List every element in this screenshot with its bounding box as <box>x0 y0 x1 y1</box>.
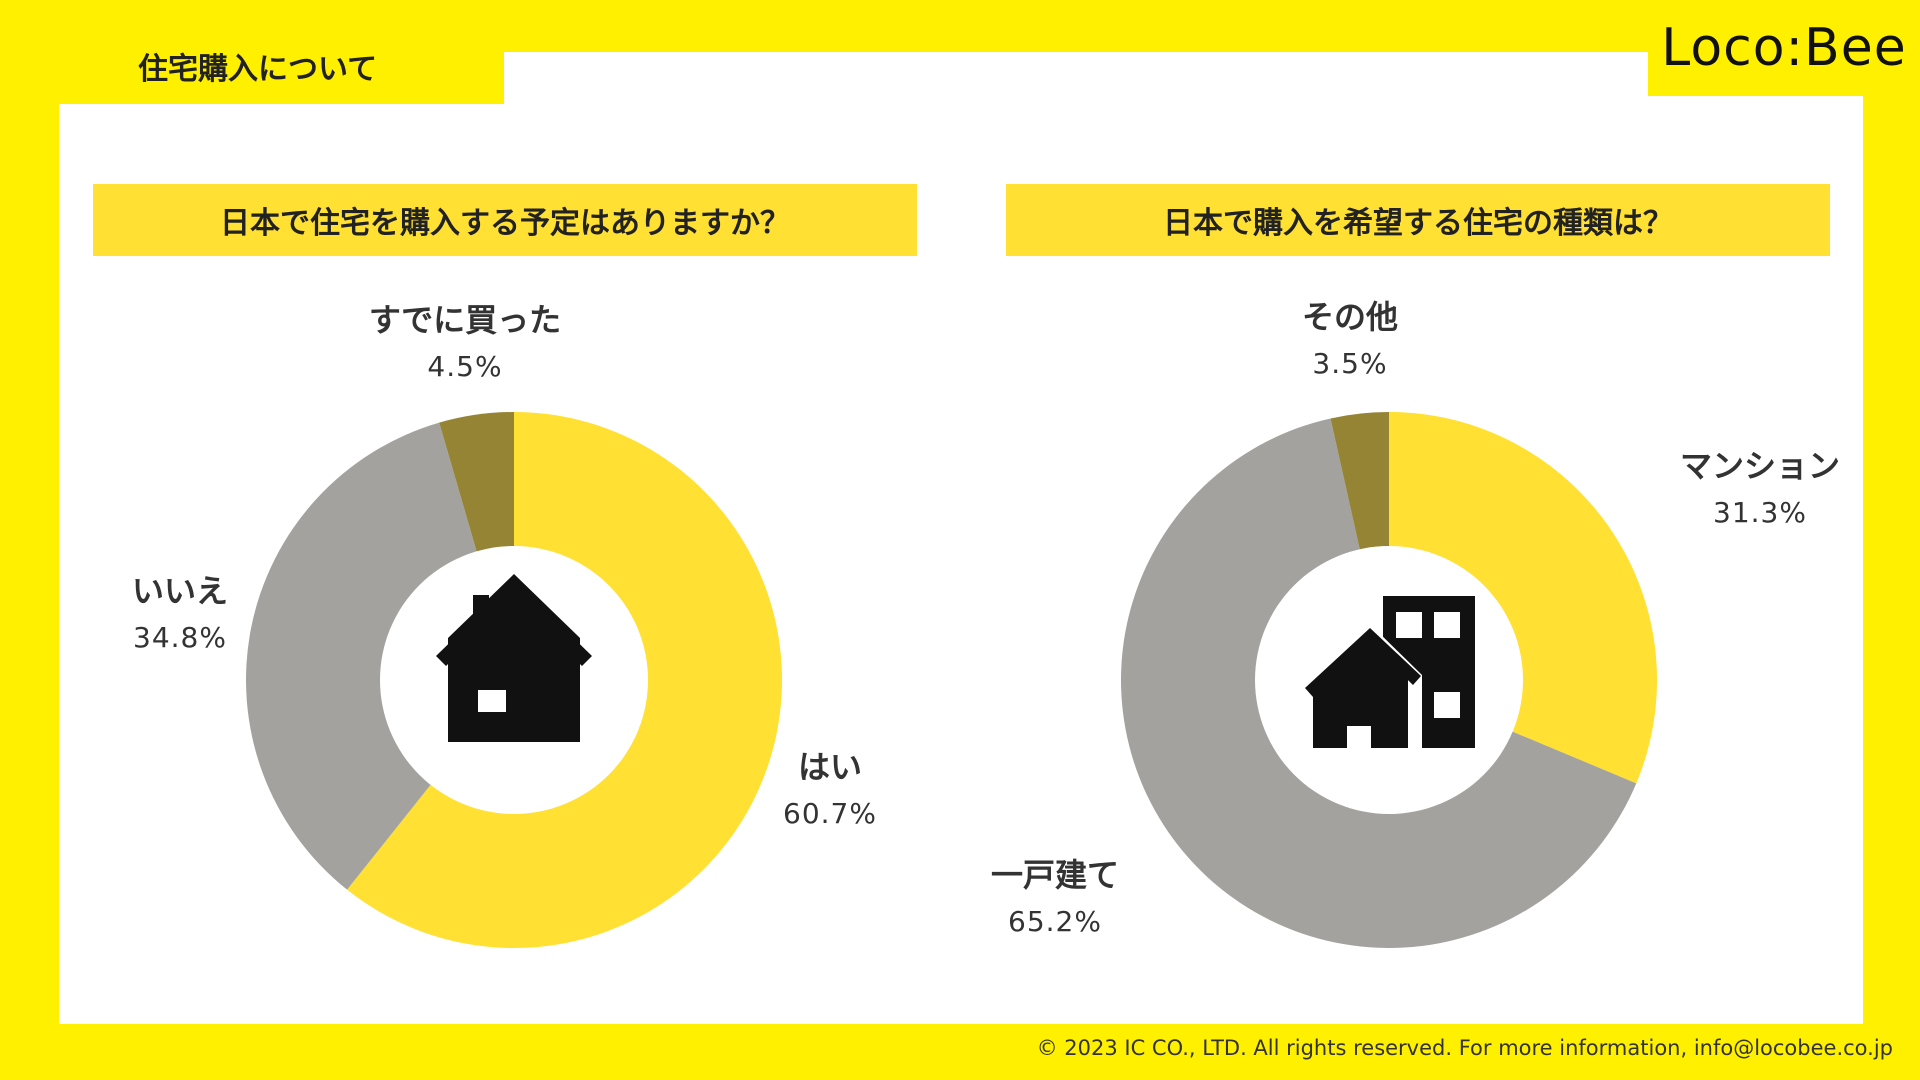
slice-label-no: いいえ 34.8% <box>120 568 240 662</box>
slice-no <box>246 422 514 890</box>
brand-logo: Loco:Bee <box>1648 0 1920 96</box>
slice-label-yes: はい 60.7% <box>770 744 890 838</box>
slice-name: 一戸建て <box>990 856 1119 894</box>
slice-value: 4.5% <box>427 350 503 383</box>
slice-name: その他 <box>1301 298 1398 336</box>
slice-label-other: その他 3.5% <box>1275 294 1425 388</box>
slice-value: 34.8% <box>133 621 227 654</box>
slice-name: マンション <box>1679 447 1840 485</box>
footer-copyright: © 2023 IC CO., LTD. All rights reserved.… <box>1036 1036 1893 1060</box>
slice-value: 60.7% <box>783 797 877 830</box>
buildings-icon <box>1305 596 1475 748</box>
house-icon-detail <box>455 593 573 742</box>
chart-2-title: 日本で購入を希望する住宅の種類は？ <box>1006 184 1830 256</box>
slice-label-detached-house: 一戸建て 65.2% <box>975 852 1135 946</box>
slice-name: いいえ <box>131 572 228 610</box>
slice-label-already-bought: すでに買った 4.5% <box>345 297 585 391</box>
slice-label-condominium: マンション 31.3% <box>1665 443 1855 537</box>
slice-name: すでに買った <box>368 301 562 339</box>
slice-name: はい <box>797 748 862 786</box>
section-title: 住宅購入について <box>59 28 504 104</box>
chart-1-title: 日本で住宅を購入する予定はありますか？ <box>93 184 917 256</box>
slice-value: 31.3% <box>1713 496 1807 529</box>
slice-value: 3.5% <box>1312 347 1388 380</box>
slice-value: 65.2% <box>1008 905 1102 938</box>
